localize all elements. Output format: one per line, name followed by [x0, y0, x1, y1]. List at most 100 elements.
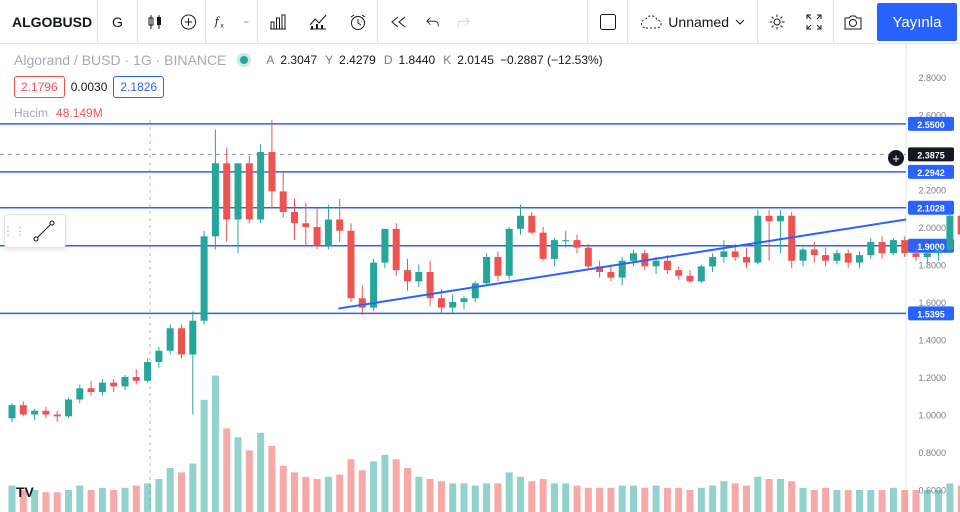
candle-body: [336, 219, 344, 231]
redo-icon[interactable]: [448, 0, 478, 44]
symbol-search-button[interactable]: ALGOBUSD: [0, 0, 98, 44]
ascending-trendline: [338, 218, 907, 310]
candle-body: [618, 260, 626, 278]
volume-bar: [641, 487, 649, 512]
trend-line-tool-icon[interactable]: [23, 219, 65, 243]
alert-clock-icon[interactable]: [338, 0, 378, 44]
volume-bar: [822, 487, 830, 512]
publish-button[interactable]: Yayınla: [877, 3, 957, 41]
layout-square-icon[interactable]: [587, 0, 627, 44]
volume-bar: [867, 490, 875, 512]
volume-bar: [42, 492, 50, 512]
add-alert-plus-icon[interactable]: +: [888, 150, 904, 166]
sell-price-button[interactable]: 2.1796: [14, 76, 65, 98]
legend-title[interactable]: Algorand / BUSD · 1G · BINANCE: [14, 52, 227, 68]
y-tick-label: 2.0000: [918, 223, 946, 233]
level-label: 1.9000: [917, 242, 945, 252]
buy-price-button[interactable]: 2.1826: [113, 76, 165, 98]
volume-bar: [257, 432, 265, 512]
legend-change: −0.2887 (−12.53%): [499, 53, 603, 67]
volume-bar: [415, 476, 423, 512]
volume-bar: [788, 481, 796, 512]
candle-body: [437, 298, 445, 308]
candle-body: [65, 399, 72, 417]
replay-rewind-icon[interactable]: [378, 0, 418, 44]
current-price-label-bg: [908, 147, 954, 162]
candle-body: [957, 215, 960, 235]
volume-bar: [652, 485, 660, 512]
volume-bar: [754, 476, 762, 512]
volume-bar: [449, 483, 457, 512]
floating-drawing-toolbar: ⋮⋮: [2, 214, 66, 248]
chart-style-candles-icon[interactable]: [138, 0, 172, 44]
candlestick-chart[interactable]: 3.00002.80002.60002.40002.20002.00001.80…: [0, 44, 960, 512]
candle-body: [935, 249, 943, 254]
volume-bar: [358, 470, 366, 512]
level-label: 2.5500: [917, 120, 945, 130]
volume-bar: [539, 479, 547, 512]
volume-bar: [279, 465, 287, 512]
candle-body: [517, 215, 524, 229]
candle-body: [223, 163, 231, 220]
candle-body: [178, 328, 185, 355]
volume-bar: [731, 483, 739, 512]
volume-bar: [189, 463, 197, 512]
candle-body: [76, 388, 84, 400]
volume-bar: [144, 483, 152, 512]
indicators-chevron-down-icon[interactable]: [236, 0, 258, 44]
volume-bar: [245, 450, 253, 512]
candle-body: [720, 251, 728, 257]
interval-button[interactable]: G: [98, 0, 138, 44]
level-label-bg: [908, 116, 954, 131]
candle-body: [132, 377, 140, 381]
candle-body: [844, 253, 852, 263]
candle-body: [279, 191, 287, 212]
undo-icon[interactable]: [418, 0, 448, 44]
chart-area[interactable]: 3.00002.80002.60002.40002.20002.00001.80…: [0, 44, 960, 512]
candle-body: [776, 215, 784, 222]
compare-add-icon[interactable]: [172, 0, 206, 44]
snapshot-camera-icon[interactable]: [833, 0, 871, 44]
candle-body: [8, 405, 16, 419]
legend-close-value: 2.0145: [457, 53, 494, 67]
candle-body: [901, 240, 909, 254]
volume-legend-key[interactable]: Hacim: [14, 106, 49, 120]
candle-body: [358, 298, 366, 308]
layout-name-label: Unnamed: [668, 14, 729, 30]
volume-bar: [844, 490, 852, 512]
candle-body: [878, 242, 886, 254]
volume-bar: [528, 481, 536, 512]
layout-name-button[interactable]: Unnamed: [627, 0, 757, 44]
candle-body: [754, 215, 762, 263]
candle-body: [302, 223, 310, 227]
candle-body: [381, 228, 389, 263]
tradingview-logo[interactable]: TV: [16, 484, 34, 500]
settings-gear-icon[interactable]: [757, 0, 795, 44]
financials-bars-icon[interactable]: [258, 0, 298, 44]
candle-body: [675, 270, 683, 276]
drag-handle-icon[interactable]: ⋮⋮: [2, 224, 26, 238]
candle-body: [652, 260, 660, 267]
candle-body: [607, 272, 615, 278]
layout-chevron-down-icon[interactable]: [735, 17, 745, 27]
volume-bar: [426, 479, 434, 512]
volume-bar: [76, 485, 84, 512]
candle-body: [856, 255, 863, 263]
svg-text:x: x: [220, 22, 224, 29]
volume-bar: [550, 483, 558, 512]
volume-bar: [166, 468, 174, 512]
candle-body: [765, 215, 773, 222]
volume-bar: [370, 461, 378, 512]
fullscreen-icon[interactable]: [795, 0, 833, 44]
volume-bar: [200, 399, 208, 512]
volume-bar: [324, 476, 332, 512]
volume-bar: [618, 485, 626, 512]
volume-bar: [121, 487, 129, 512]
cloud-icon: [640, 14, 662, 30]
volume-bar: [381, 454, 389, 512]
candle-body: [211, 163, 219, 237]
templates-chart-icon[interactable]: [298, 0, 338, 44]
candle-body: [483, 257, 491, 284]
